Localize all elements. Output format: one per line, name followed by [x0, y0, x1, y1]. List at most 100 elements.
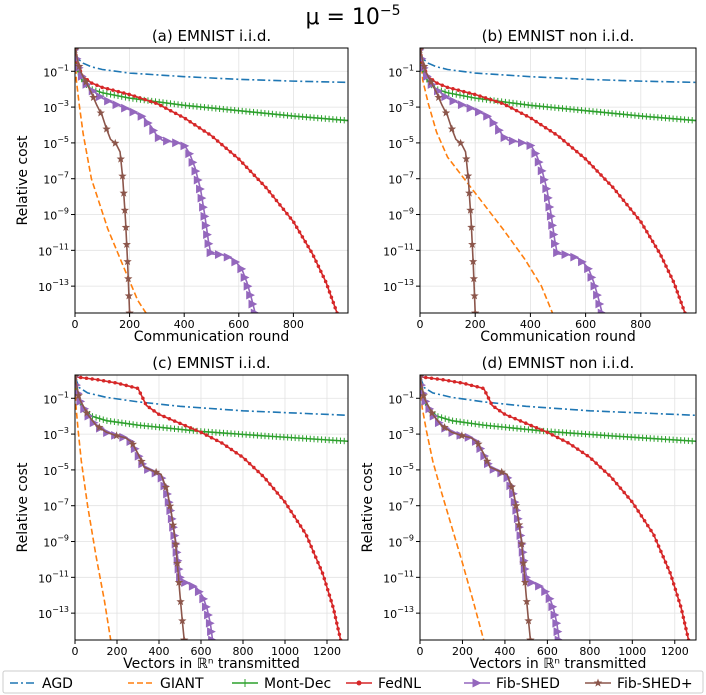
data-point-fednl: [224, 146, 228, 150]
data-point-fib-shed: [112, 100, 122, 110]
data-point-fednl: [267, 190, 272, 194]
data-point-fednl: [314, 259, 318, 264]
x-tick-label: 600: [575, 318, 596, 331]
data-point-fib-shed-: [457, 431, 467, 440]
data-point-fednl: [534, 119, 538, 124]
x-tick-label: 400: [494, 645, 515, 658]
legend-box: [2, 670, 704, 694]
data-point-fednl: [168, 108, 173, 113]
legend-item-mont-dec: Mont-Dec: [232, 676, 331, 692]
subplot-3: 0 200 400 600 800 1000 1200 10−1 10−3 10−5 10−7 10−…: [360, 354, 697, 672]
data-point-fednl: [264, 477, 268, 482]
data-point-fednl: [497, 408, 502, 413]
data-point-fednl: [629, 499, 634, 504]
data-point-fednl: [329, 598, 333, 603]
data-point-fednl: [486, 396, 491, 400]
data-point-fednl: [447, 378, 451, 383]
data-point-fednl: [162, 414, 166, 419]
data-point-fednl: [260, 473, 265, 478]
x-tick-label: 200: [452, 645, 473, 658]
data-point-fib-shed: [548, 220, 558, 230]
data-point-fednl: [304, 534, 309, 538]
data-point-fednl: [252, 465, 256, 470]
legend-marker: [356, 680, 362, 686]
legend-marker: [593, 678, 603, 687]
data-point-fednl: [626, 495, 630, 499]
data-point-fednl: [211, 135, 216, 140]
data-point-fib-shed: [590, 281, 600, 291]
data-point-fednl: [540, 428, 544, 432]
data-point-fednl: [337, 632, 342, 637]
data-point-fednl: [639, 514, 644, 518]
data-point-fednl: [594, 461, 598, 465]
data-point-fednl: [663, 560, 668, 564]
data-point-fednl: [324, 582, 328, 586]
data-point-fednl: [118, 382, 123, 386]
data-point-fib-shed: [489, 118, 499, 128]
data-point-fib-shed: [549, 230, 559, 239]
data-point-fednl: [580, 450, 585, 455]
data-point-fib-shed-: [514, 520, 524, 529]
data-point-fednl: [599, 173, 603, 177]
data-point-fednl: [583, 157, 588, 161]
data-point-fednl: [524, 421, 528, 425]
data-point-fednl: [204, 433, 209, 437]
subplot-title: (c) EMNIST i.i.d.: [152, 354, 270, 372]
data-point-fib-shed: [553, 248, 562, 258]
figure-suptitle: μ = 10−5: [305, 3, 400, 30]
data-point-fednl: [271, 194, 275, 198]
data-point-fednl: [319, 269, 323, 274]
data-point-fednl: [571, 444, 575, 448]
data-point-fednl: [107, 379, 112, 384]
data-point-fib-shed: [181, 578, 191, 587]
data-point-fib-shed: [508, 136, 518, 146]
x-tick-label: 1200: [661, 645, 689, 658]
data-point-fednl: [322, 576, 327, 581]
data-point-fib-shed-: [112, 431, 121, 440]
data-point-fednl: [331, 604, 335, 608]
data-point-fednl: [664, 264, 668, 268]
data-point-fednl: [639, 220, 643, 224]
data-point-fednl: [256, 177, 260, 182]
x-axis-label: Communication round: [480, 329, 635, 345]
data-point-fib-shed: [206, 248, 216, 258]
y-tick-label: 10−1: [43, 63, 69, 79]
data-point-fednl: [529, 116, 534, 121]
data-point-fednl: [188, 119, 192, 124]
data-point-fib-shed-: [447, 124, 457, 133]
data-point-fib-shed-: [89, 93, 98, 102]
data-point-fib-shed-: [468, 240, 477, 249]
y-tick-label: 10−3: [388, 99, 414, 115]
data-point-fednl: [335, 621, 339, 625]
data-point-fib-shed-: [174, 578, 184, 587]
data-point-fib-shed: [199, 202, 208, 212]
y-tick-label: 10−5: [43, 135, 69, 151]
data-point-fednl: [274, 198, 279, 203]
data-point-fednl: [194, 428, 198, 432]
legend-item-fednl: FedNL: [346, 676, 421, 692]
data-point-fednl: [678, 604, 683, 608]
data-point-fednl: [607, 181, 611, 185]
data-point-fib-shed: [237, 264, 247, 274]
x-tick-label: 800: [579, 645, 600, 658]
data-point-fib-shed-: [119, 188, 128, 197]
series-line-agd: [420, 49, 696, 84]
data-point-fednl: [472, 92, 477, 97]
data-point-fib-shed-: [420, 375, 425, 381]
x-axis-label: Vectors in ℝⁿ transmitted: [123, 656, 300, 672]
data-point-fednl: [659, 549, 663, 554]
data-point-fib-shed: [204, 610, 213, 620]
data-point-fednl: [654, 539, 659, 543]
data-point-fib-shed: [449, 96, 459, 106]
data-point-fednl: [635, 215, 640, 220]
plot-area: [75, 375, 348, 640]
data-point-fednl: [289, 509, 293, 514]
data-point-fib-shed: [552, 618, 562, 628]
data-point-fednl: [202, 129, 206, 133]
data-point-fednl: [124, 383, 129, 388]
data-point-fednl: [283, 500, 287, 504]
x-tick-label: 600: [537, 645, 558, 658]
data-point-fednl: [292, 220, 296, 225]
data-point-fednl: [325, 284, 330, 289]
data-point-fednl: [464, 382, 468, 386]
